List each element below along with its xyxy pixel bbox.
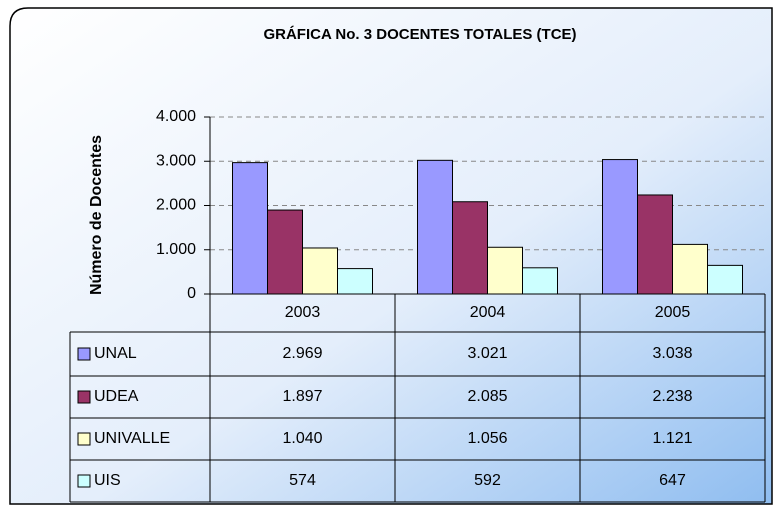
data-label: 1.121 (652, 430, 692, 447)
y-axis-label: Número de Docentes (88, 135, 105, 295)
bar (672, 243, 708, 295)
bar (707, 264, 743, 295)
legend-label: UDEA (94, 388, 139, 405)
y-tick-label: 2.000 (156, 197, 196, 214)
data-label: 592 (474, 472, 501, 489)
legend-swatch (77, 347, 91, 361)
y-tick-label: 4.000 (156, 108, 196, 125)
chart-frame (9, 7, 773, 505)
data-label: 2.085 (467, 388, 507, 405)
data-label: 1.040 (282, 430, 322, 447)
data-label: 1.897 (282, 388, 322, 405)
data-label: 3.038 (652, 345, 692, 362)
legend-label: UIS (94, 472, 121, 489)
bar (267, 209, 303, 295)
x-tick-label: 2004 (470, 304, 506, 321)
legend-label: UNIVALLE (94, 430, 170, 447)
data-label: 647 (659, 472, 686, 489)
data-label: 2.969 (282, 345, 322, 362)
chart-title: GRÁFICA No. 3 DOCENTES TOTALES (TCE) (263, 26, 576, 43)
y-tick-label: 0 (187, 285, 196, 302)
data-label: 2.238 (652, 388, 692, 405)
bar (302, 247, 338, 295)
bar (337, 268, 373, 295)
legend-swatch (77, 432, 91, 446)
bar (522, 267, 558, 295)
data-label: 574 (289, 472, 316, 489)
data-label: 3.021 (467, 345, 507, 362)
bar (452, 201, 488, 295)
y-tick-label: 1.000 (156, 241, 196, 258)
legend-swatch (77, 474, 91, 488)
legend-swatch (77, 390, 91, 404)
legend-label: UNAL (94, 345, 137, 362)
x-tick-label: 2003 (285, 304, 321, 321)
y-tick-label: 3.000 (156, 152, 196, 169)
bar (602, 159, 638, 295)
bar (487, 246, 523, 295)
bar (637, 194, 673, 295)
data-label: 1.056 (467, 430, 507, 447)
x-tick-label: 2005 (655, 304, 691, 321)
bar (232, 162, 268, 295)
bar (417, 159, 453, 295)
